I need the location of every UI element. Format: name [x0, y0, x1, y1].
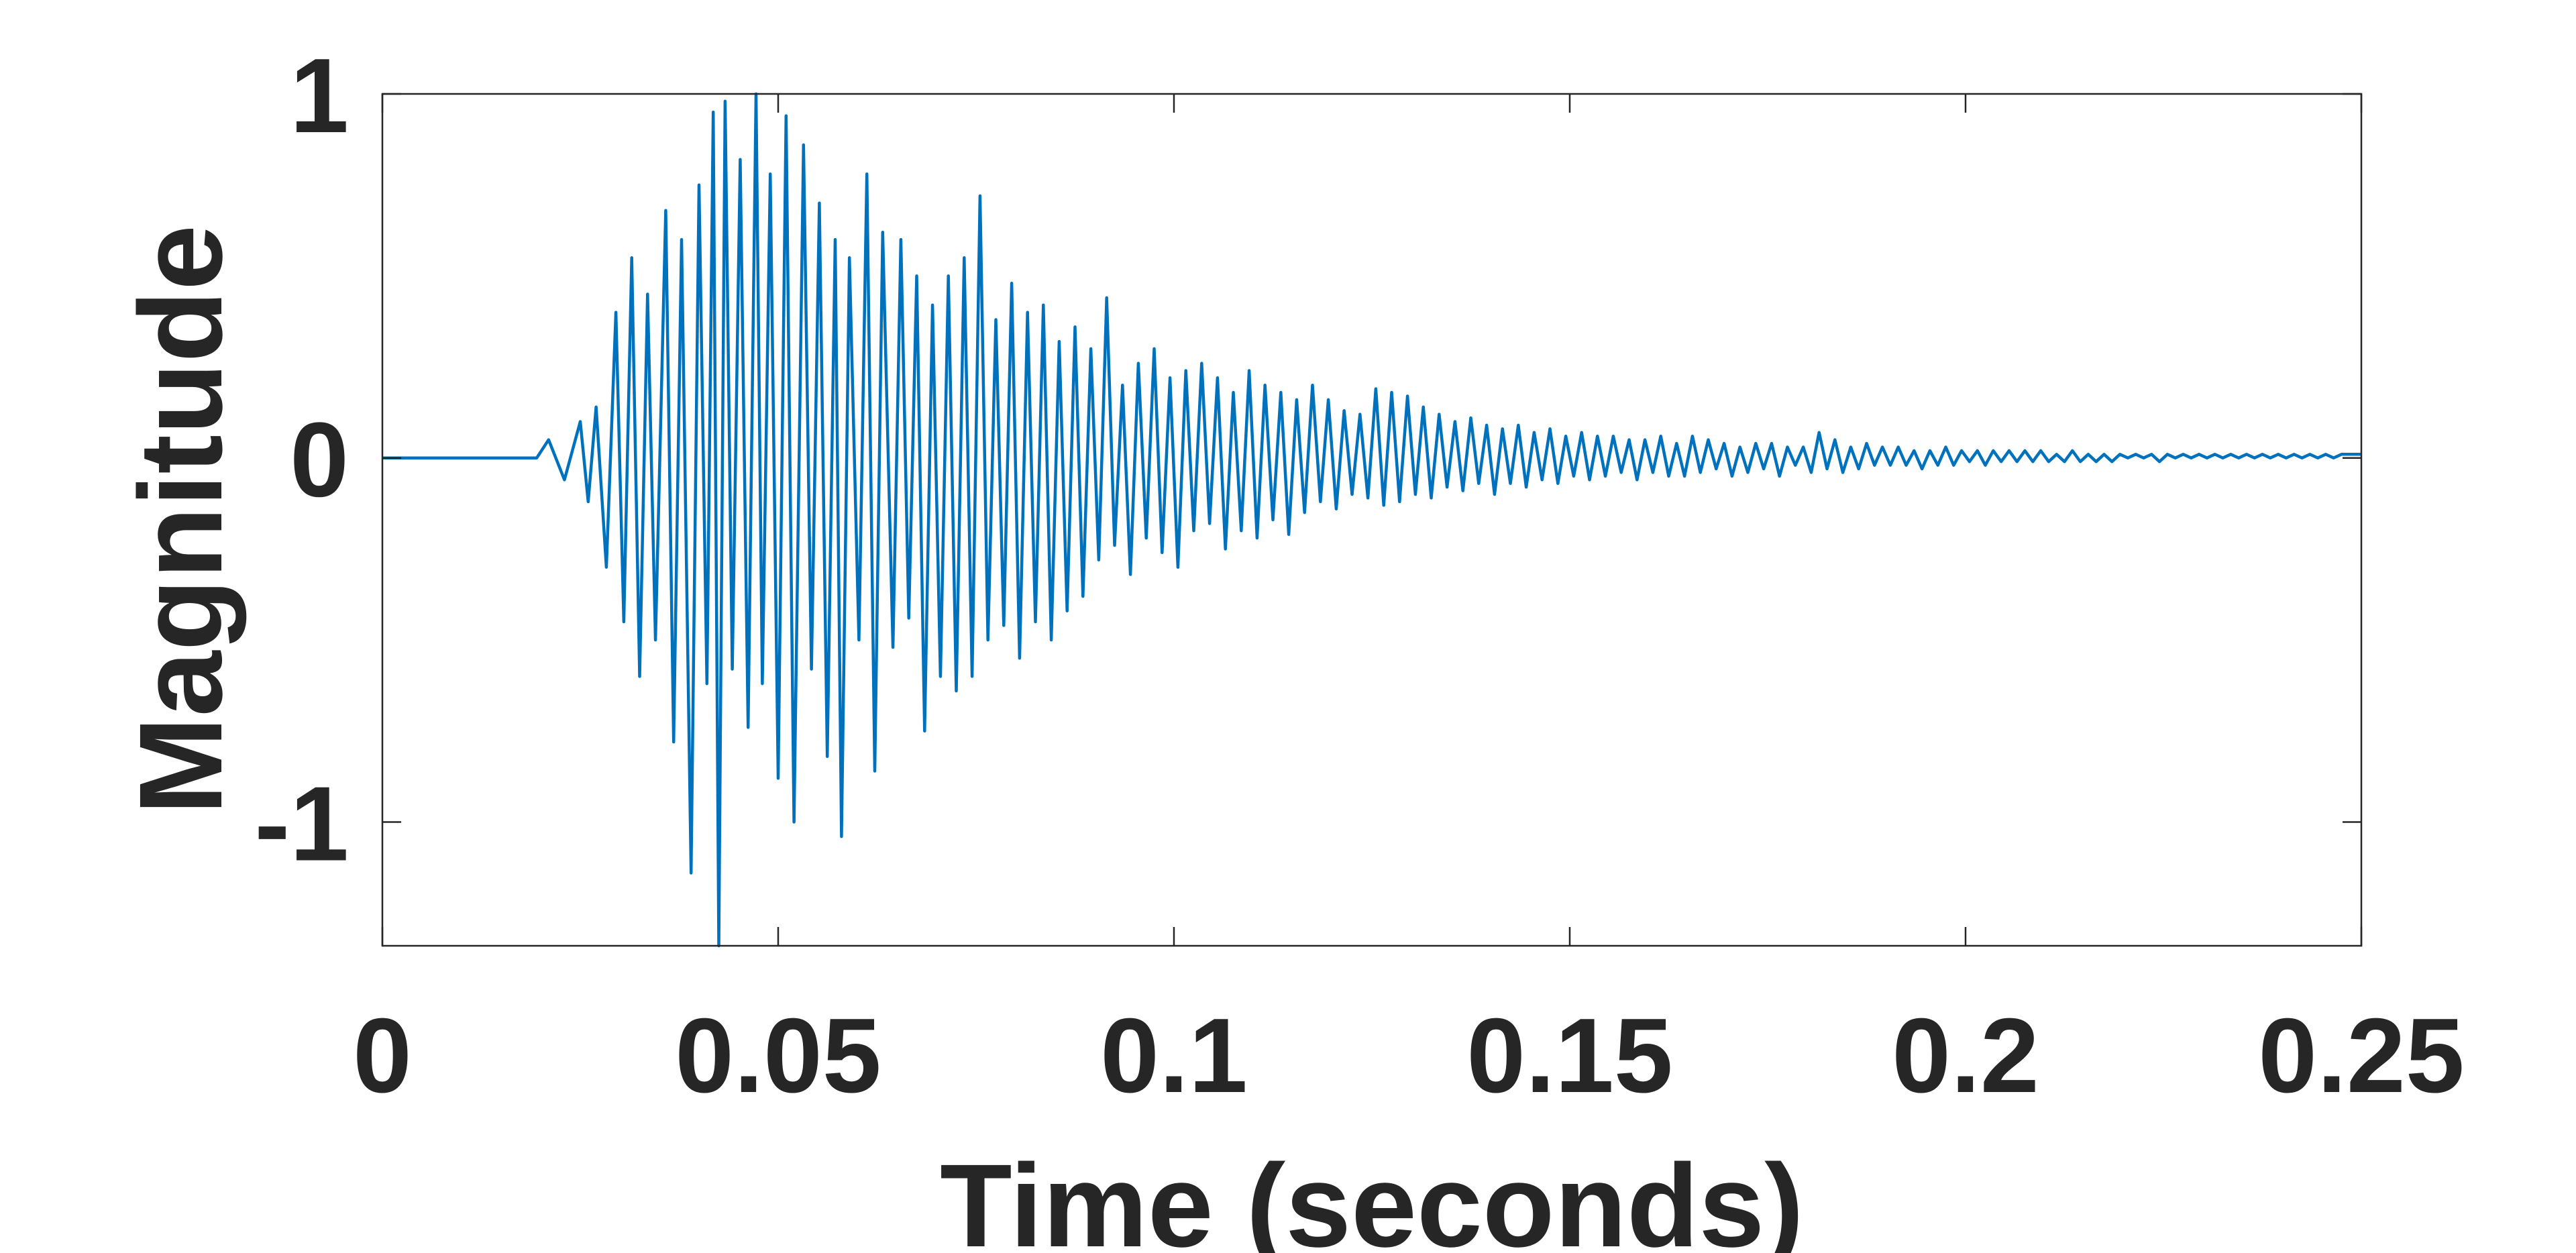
series-layer: [382, 92, 2361, 948]
x-tick-label: 0: [353, 997, 412, 1115]
plot-background: [382, 94, 2361, 946]
y-tick-label: 1: [290, 37, 349, 155]
y-tick-label: -1: [255, 765, 350, 883]
y-tick-label: 0: [290, 401, 349, 519]
x-axis-title: Time (seconds): [940, 1140, 1804, 1253]
plot-frame: [381, 93, 2363, 947]
axes-layer: [381, 93, 2363, 947]
x-tick-label: 0.05: [675, 997, 881, 1115]
x-tick-label: 0.2: [1892, 997, 2039, 1115]
series-line-0: [382, 92, 2361, 948]
x-tick-label: 0.25: [2258, 997, 2465, 1115]
y-axis-title: Magnitude: [115, 225, 247, 815]
x-tick-label: 0.15: [1466, 997, 1673, 1115]
x-tick-label: 0.1: [1100, 997, 1248, 1115]
